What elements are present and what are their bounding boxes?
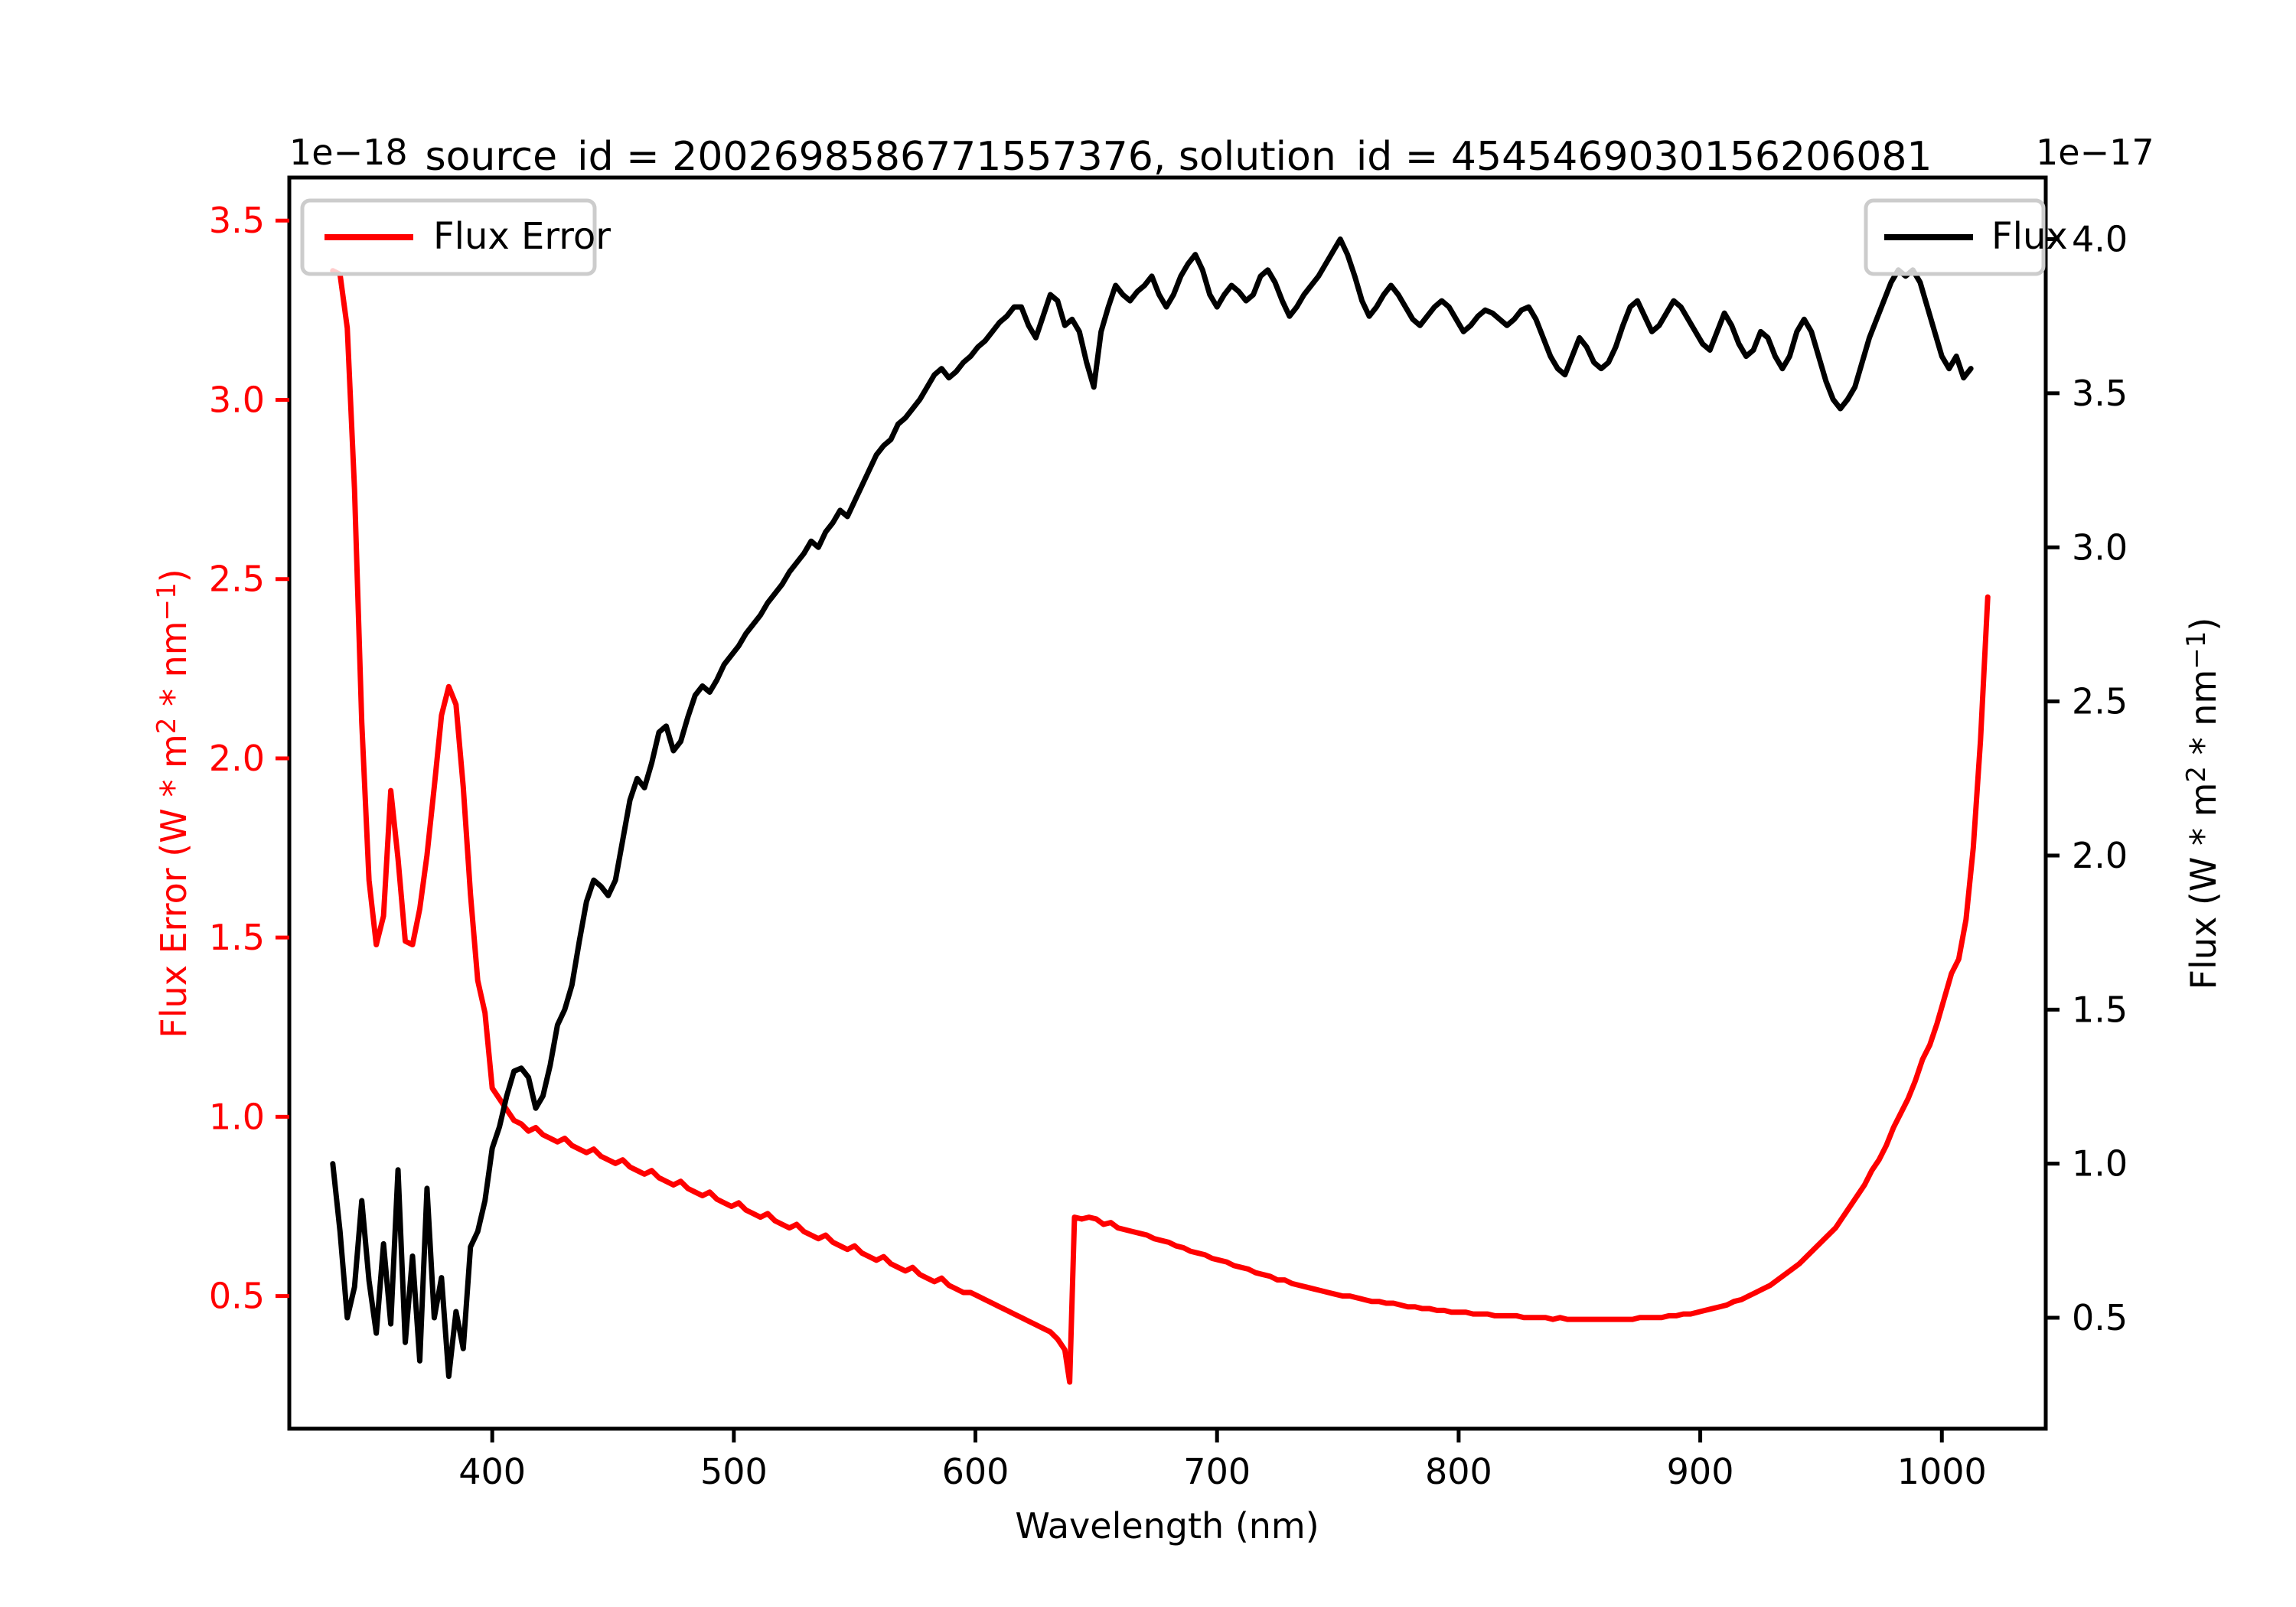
right-tick-label: 2.5 xyxy=(2072,681,2128,722)
right-tick-label: 1.5 xyxy=(2072,989,2128,1030)
legend-flux-error-box xyxy=(300,198,597,276)
right-axis-ticks: 0.5 1.0 1.5 2.0 2.5 3.0 3.5 4.0 xyxy=(2046,219,2128,1338)
series-flux xyxy=(330,236,1974,1380)
left-tick-label: 1.0 xyxy=(209,1096,265,1137)
left-axis-ticks: 0.5 1.0 1.5 2.0 2.5 3.0 3.5 xyxy=(209,200,289,1317)
x-tick-label: 600 xyxy=(942,1451,1009,1492)
legend-flux-error-label: Flux Error xyxy=(433,215,611,258)
right-axis-label: Flux (W * m2 * nm−1) xyxy=(2181,618,2224,990)
x-tick-label: 400 xyxy=(458,1451,526,1492)
x-tick-label: 500 xyxy=(700,1451,768,1492)
data-curves xyxy=(330,236,1991,1385)
left-tick-label: 2.5 xyxy=(209,559,265,600)
x-tick-label: 700 xyxy=(1183,1451,1251,1492)
plot-frame xyxy=(287,175,2048,1431)
right-tick-label: 4.0 xyxy=(2072,219,2128,260)
right-tick-label: 3.0 xyxy=(2072,526,2128,568)
left-tick-label: 1.5 xyxy=(209,917,265,958)
right-tick-label: 0.5 xyxy=(2072,1297,2128,1338)
series-flux-error xyxy=(330,268,1991,1385)
x-axis-label: Wavelength (nm) xyxy=(1015,1505,1319,1547)
right-tick-label: 2.0 xyxy=(2072,835,2128,876)
right-tick-label: 1.0 xyxy=(2072,1143,2128,1185)
legend-flux-label: Flux xyxy=(1991,215,2068,258)
page-title: source_id = 2002698586771557376, solutio… xyxy=(425,134,1932,180)
left-tick-label: 3.0 xyxy=(209,379,265,420)
legend-flux[interactable]: Flux xyxy=(1864,198,2068,276)
x-tick-label: 1000 xyxy=(1897,1451,1987,1492)
left-axis-offset-label: 1e−18 xyxy=(289,132,408,173)
left-tick-label: 2.0 xyxy=(209,738,265,779)
x-tick-label: 900 xyxy=(1667,1451,1734,1492)
legend-flux-error[interactable]: Flux Error xyxy=(300,198,611,276)
left-tick-label: 3.5 xyxy=(209,200,265,241)
right-axis-offset-label: 1e−17 xyxy=(2036,132,2154,173)
left-tick-label: 0.5 xyxy=(209,1276,265,1317)
x-axis-ticks: 400 500 600 700 800 900 1000 xyxy=(458,1429,1987,1492)
left-axis-label: Flux Error (W * m2 * nm−1) xyxy=(152,569,194,1038)
x-tick-label: 800 xyxy=(1425,1451,1492,1492)
right-tick-label: 3.5 xyxy=(2072,373,2128,414)
